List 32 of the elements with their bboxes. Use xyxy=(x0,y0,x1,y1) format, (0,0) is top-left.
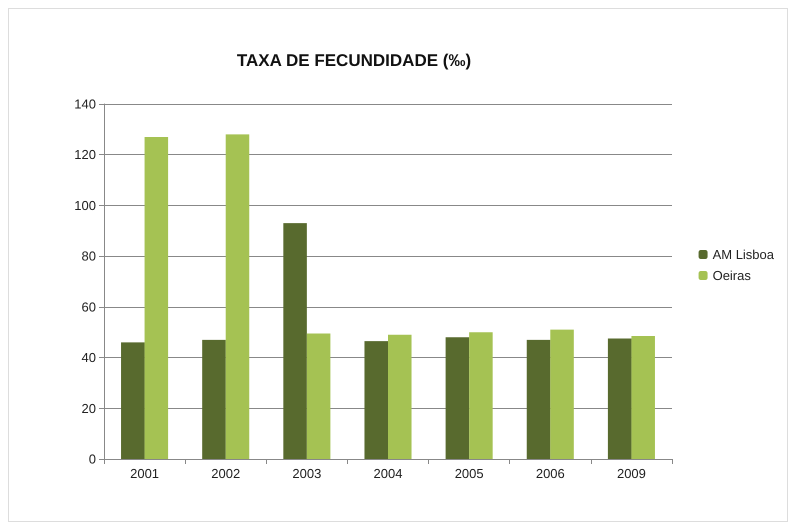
y-tick-label: 20 xyxy=(82,400,96,416)
bar xyxy=(526,340,550,459)
x-tick-label: 2002 xyxy=(211,466,240,481)
bar xyxy=(283,223,307,459)
bar xyxy=(550,330,574,459)
x-tick-label: 2004 xyxy=(374,466,402,481)
legend-label: Oeiras xyxy=(712,268,752,283)
bar xyxy=(364,341,388,459)
bar xyxy=(306,333,330,459)
y-tick-label: 80 xyxy=(82,248,96,264)
bar xyxy=(608,338,632,459)
bar xyxy=(469,332,493,459)
y-tick-label: 60 xyxy=(82,299,96,314)
x-tick-label: 2006 xyxy=(536,466,565,481)
x-tick-label: 2009 xyxy=(616,466,646,481)
y-tick-label: 140 xyxy=(74,96,96,112)
bar xyxy=(631,336,655,459)
legend-label: AM Lisboa xyxy=(712,247,775,262)
x-tick-label: 2003 xyxy=(292,466,322,481)
bar xyxy=(226,134,250,459)
y-tick-label: 120 xyxy=(74,147,96,162)
x-tick-label: 2005 xyxy=(454,466,484,481)
y-tick-label: 0 xyxy=(88,452,96,466)
bar xyxy=(446,337,470,459)
bar xyxy=(202,340,226,459)
y-tick-label: 40 xyxy=(82,350,96,366)
y-tick-label: 100 xyxy=(74,198,96,213)
bar xyxy=(121,342,145,459)
chart-title: TAXA DE FECUNDIDADE (‰) xyxy=(236,51,472,70)
x-tick-label: 2001 xyxy=(130,466,160,481)
bar xyxy=(144,136,168,459)
bar xyxy=(388,334,412,459)
